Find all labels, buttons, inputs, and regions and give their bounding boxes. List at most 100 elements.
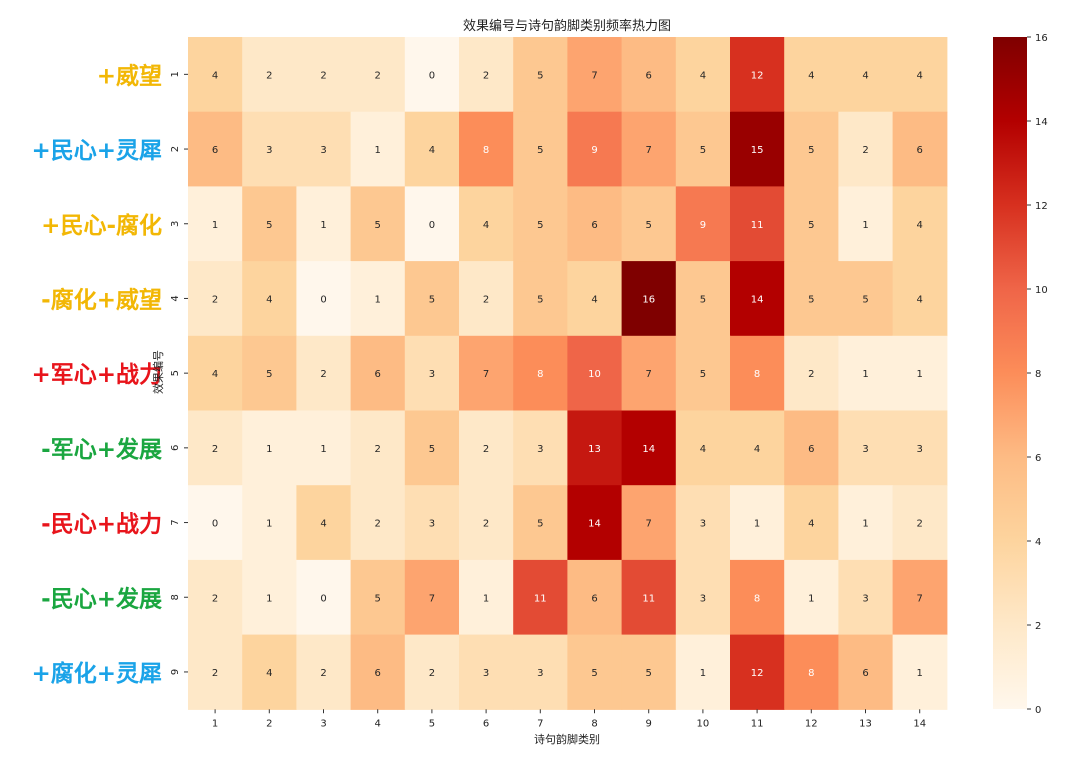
cell-value-label: 2: [917, 519, 923, 530]
heatmap-cell: [242, 335, 297, 412]
cell-value-label: 6: [917, 145, 923, 156]
cell-value-label: 2: [212, 593, 218, 604]
heatmap-cell: [350, 261, 406, 337]
heatmap-cell: [784, 559, 839, 636]
cell-value-label: 0: [429, 220, 435, 231]
row-annotations: +威望 +民心+灵犀 +民心-腐化 -腐化+威望 +军心+战力 -军心+发展 -民心+战力 -…: [30, 61, 164, 689]
cell-value-label: 5: [591, 668, 597, 679]
heatmap-cell: [242, 485, 297, 561]
cell-value-label: 6: [808, 444, 814, 455]
heatmap-cell: [188, 37, 243, 113]
cell-value-label: 8: [483, 145, 489, 156]
heatmap-cell: [513, 410, 568, 486]
x-tick-label: 11: [751, 718, 764, 729]
heatmap-cell: [621, 559, 677, 636]
cell-value-label: 5: [700, 294, 706, 305]
heatmap-cell: [404, 186, 460, 262]
heatmap-cell: [838, 410, 894, 486]
cell-value-label: 5: [808, 145, 814, 156]
heatmap-cell: [459, 261, 514, 337]
heatmap-cell: [892, 37, 948, 113]
heatmap-cell: [675, 485, 731, 561]
cell-value-label: 0: [320, 593, 326, 604]
heatmap-cell: [242, 111, 297, 187]
heatmap-cell: [675, 335, 731, 412]
heatmap-cell: [350, 485, 406, 561]
cell-value-label: 7: [429, 593, 435, 604]
heatmap-cell: [242, 261, 297, 337]
heatmap-cell: [459, 111, 514, 187]
heatmap-cell: [459, 37, 514, 113]
heatmap-cell: [242, 634, 297, 710]
cell-value-label: 1: [483, 593, 489, 604]
heatmap-cell: [350, 111, 406, 187]
cell-value-label: 0: [429, 70, 435, 81]
heatmap-cell: [730, 634, 785, 710]
y-tick-label: 5: [170, 370, 181, 376]
heatmap-cell: [838, 335, 894, 412]
heatmap-cell: [675, 559, 731, 636]
cell-value-label: 1: [808, 593, 814, 604]
heatmap-cell: [784, 111, 839, 187]
heatmap-cell: [296, 111, 352, 187]
y-tick-label: 8: [170, 594, 181, 600]
heatmap-cell: [513, 335, 568, 412]
heatmap-cell: [459, 634, 514, 710]
heatmap-cell: [675, 37, 731, 113]
row-annotation-label: +腐化+灵犀: [31, 660, 162, 687]
cell-value-label: 6: [646, 70, 652, 81]
cell-value-label: 1: [266, 593, 272, 604]
y-tick-label: 1: [170, 71, 181, 77]
x-tick-label: 7: [537, 718, 543, 729]
x-tick-label: 6: [483, 718, 489, 729]
heatmap-cell: [242, 37, 297, 113]
x-tick-label: 9: [646, 718, 652, 729]
cell-value-label: 3: [320, 145, 326, 156]
cell-value-label: 1: [320, 444, 326, 455]
cell-value-label: 14: [588, 519, 601, 530]
cell-value-label: 2: [212, 668, 218, 679]
colorbar-tick-label: 10: [1035, 285, 1048, 296]
cell-value-label: 0: [212, 519, 218, 530]
cell-value-label: 11: [751, 220, 764, 231]
y-tick-label: 9: [170, 669, 181, 675]
cell-value-label: 3: [429, 519, 435, 530]
heatmap-cell: [838, 634, 894, 710]
cell-value-label: 4: [429, 145, 435, 156]
cell-value-label: 2: [212, 294, 218, 305]
cell-value-label: 4: [808, 70, 814, 81]
heatmap-cell: [675, 410, 731, 486]
row-annotation-label: -民心+发展: [41, 585, 162, 612]
cell-value-label: 3: [862, 593, 868, 604]
cell-value-label: 2: [862, 145, 868, 156]
cell-value-label: 8: [754, 369, 760, 380]
heatmap-cell: [296, 186, 352, 262]
colorbar-tick-label: 14: [1035, 117, 1048, 128]
heatmap-cell: [567, 37, 623, 113]
heatmap-cell: [730, 186, 785, 262]
y-axis-label: 效果编号: [151, 350, 165, 394]
heatmap-cell: [350, 186, 406, 262]
heatmap-cell: [513, 634, 568, 710]
cell-value-label: 12: [751, 70, 764, 81]
cell-value-label: 8: [537, 369, 543, 380]
cell-value-label: 4: [591, 294, 597, 305]
cell-value-label: 7: [646, 519, 652, 530]
cell-value-label: 13: [588, 444, 601, 455]
heatmap-cell: [784, 485, 839, 561]
cell-value-label: 4: [917, 220, 923, 231]
heatmap-cell: [459, 335, 514, 412]
cell-value-label: 5: [537, 294, 543, 305]
x-tick-label: 3: [320, 718, 326, 729]
heatmap-cell: [784, 410, 839, 486]
cell-value-label: 1: [862, 220, 868, 231]
cell-value-label: 5: [266, 220, 272, 231]
heatmap-cell: [730, 335, 785, 412]
cell-value-label: 5: [429, 294, 435, 305]
heatmap-cell: [404, 335, 460, 412]
heatmap-cell: [296, 485, 352, 561]
row-annotation-label: -腐化+威望: [41, 286, 162, 313]
cell-value-label: 2: [375, 519, 381, 530]
heatmap-cell: [621, 410, 677, 486]
